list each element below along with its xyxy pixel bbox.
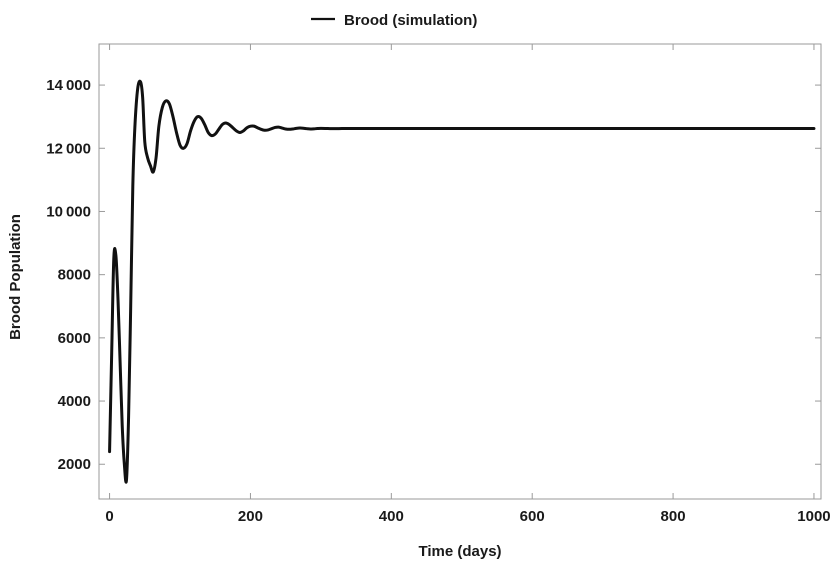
y-tick-label: 2000: [58, 456, 91, 473]
legend: Brood (simulation): [311, 12, 477, 29]
y-axis: 2000 4000 6000 8000 10 000 12 000 14 000: [46, 77, 821, 473]
series-line-brood-simulation: [108, 79, 816, 484]
x-tick-label: 1000: [797, 508, 830, 525]
series-layer: [108, 79, 816, 484]
y-tick-label: 6000: [58, 330, 91, 347]
y-tick-label: 8000: [58, 267, 91, 284]
y-tick-label: 12 000: [46, 140, 91, 157]
y-tick-label: 4000: [58, 393, 91, 410]
x-tick-label: 200: [238, 508, 263, 525]
x-tick-label: 800: [661, 508, 686, 525]
x-axis: 0 200 400 600 800 1000: [105, 44, 830, 525]
x-tick-label: 0: [105, 508, 113, 525]
y-axis-label: Brood Population: [7, 214, 24, 340]
x-tick-label: 400: [379, 508, 404, 525]
legend-label-brood-simulation: Brood (simulation): [344, 12, 477, 29]
y-tick-label: 14 000: [46, 77, 91, 94]
x-axis-label: Time (days): [418, 543, 501, 560]
x-tick-label: 600: [520, 508, 545, 525]
plot-frame: [98, 43, 822, 500]
y-tick-label: 10 000: [46, 203, 91, 220]
